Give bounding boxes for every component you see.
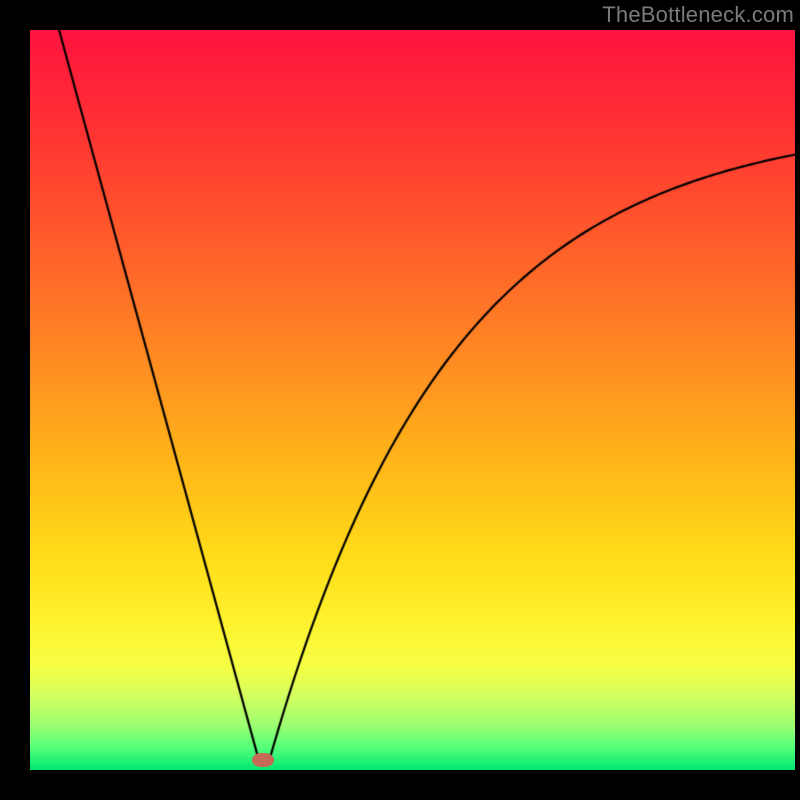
- bottleneck-curve: [30, 30, 795, 770]
- optimal-point-marker: [252, 753, 274, 767]
- plot-area: [30, 30, 795, 770]
- chart-container: TheBottleneck.com: [0, 0, 800, 800]
- watermark-text: TheBottleneck.com: [602, 2, 794, 28]
